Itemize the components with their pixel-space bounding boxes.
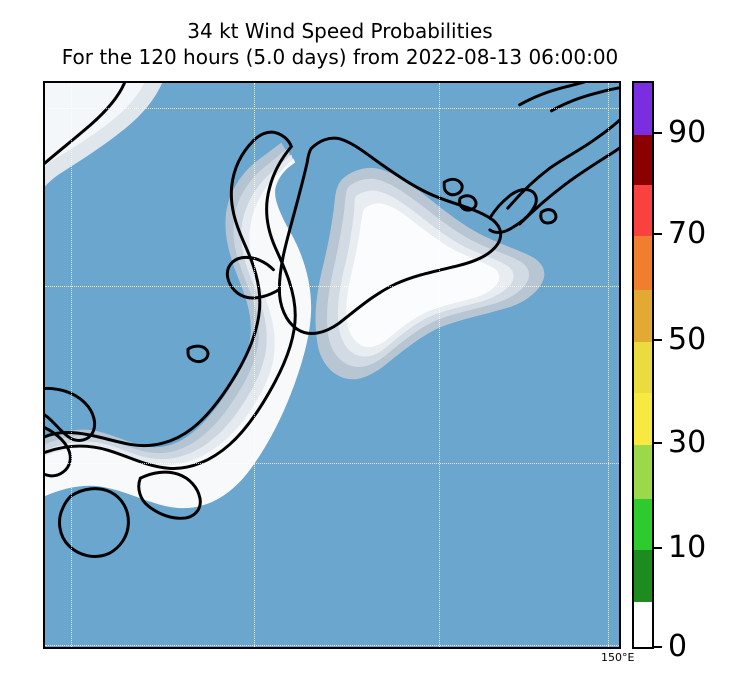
colorbar-tick-label: 70 <box>668 216 707 251</box>
page-subtitle: For the 120 hours (5.0 days) from 2022-0… <box>61 45 619 69</box>
colorbar-band <box>634 445 652 499</box>
colorbar-tick-label: 50 <box>668 322 707 357</box>
colorbar-band <box>634 290 652 342</box>
map-probability-field <box>45 83 619 647</box>
colorbar-band <box>634 83 652 135</box>
colorbar-band <box>634 236 652 290</box>
map-axes[interactable] <box>43 81 621 649</box>
colorbar-band <box>634 393 652 445</box>
tick-mark <box>654 646 662 648</box>
tick-mark <box>654 339 662 341</box>
colorbar-band <box>634 499 652 550</box>
page-title: 34 kt Wind Speed Probabilities <box>187 19 493 43</box>
colorbar[interactable] <box>632 81 654 649</box>
lon-tick-label-150e: 150°E <box>601 651 635 664</box>
tick-mark <box>654 132 662 134</box>
colorbar-tick-label: 90 <box>668 115 707 150</box>
colorbar-band <box>634 135 652 185</box>
colorbar-tick-label: 30 <box>668 425 707 460</box>
tick-mark <box>654 442 662 444</box>
colorbar-band <box>634 550 652 602</box>
tick-mark <box>654 233 662 235</box>
colorbar-tick-label: 0 <box>668 629 688 664</box>
chart-title-block: 34 kt Wind Speed Probabilities For the 1… <box>0 0 680 70</box>
colorbar-tick-label: 10 <box>668 530 707 565</box>
coastline-layer <box>45 83 619 558</box>
colorbar-tick-list: 90 70 50 30 10 0 <box>654 81 742 662</box>
colorbar-band <box>634 185 652 236</box>
colorbar-band <box>634 602 652 647</box>
colorbar-band <box>634 342 652 393</box>
tick-mark <box>654 547 662 549</box>
